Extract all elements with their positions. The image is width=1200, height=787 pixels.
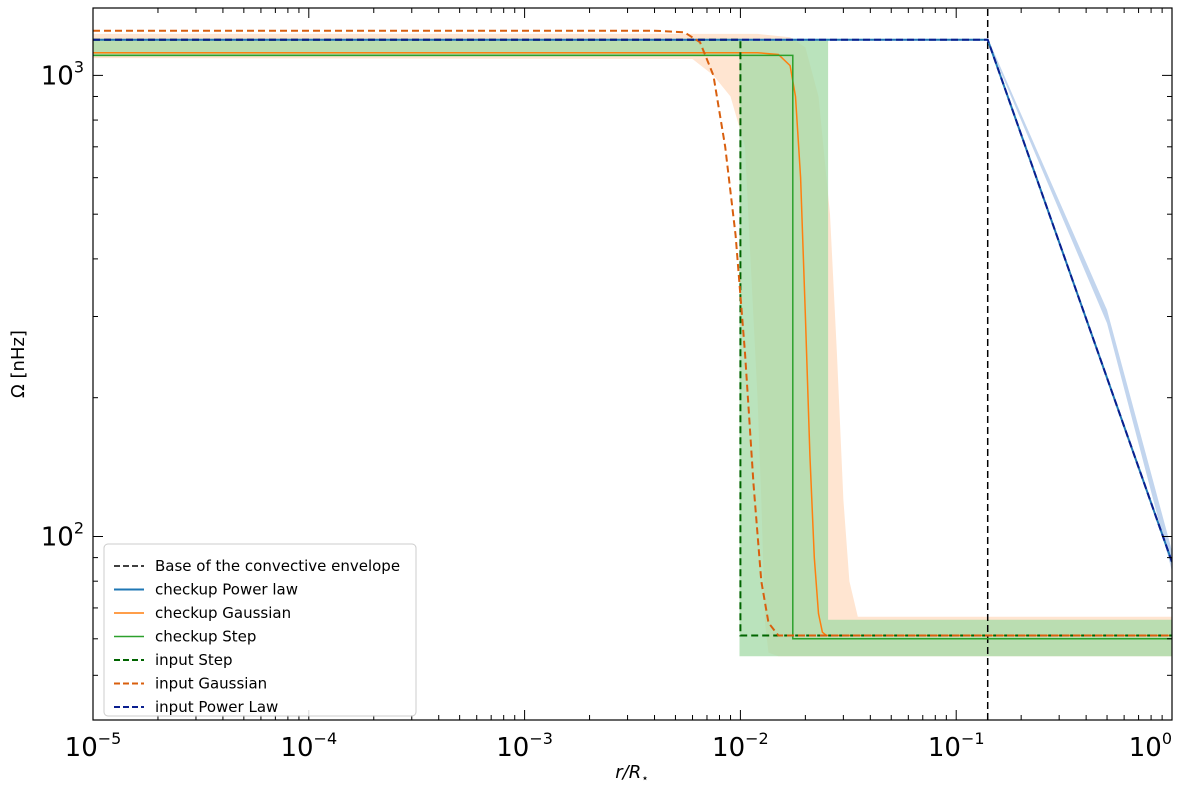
axis-ticks [92, 8, 1173, 721]
legend-label: input Power Law [155, 698, 278, 716]
legend-label: input Gaussian [155, 675, 267, 693]
x-tick-label: 10−2 [712, 729, 769, 763]
legend-label: checkup Power law [155, 581, 298, 599]
legend-box [103, 543, 417, 717]
legend-label: input Step [155, 651, 233, 669]
legend-label: Base of the convective envelope [155, 557, 400, 575]
series-line-5 [93, 29, 1172, 637]
y-tick-label: 103 [41, 57, 84, 91]
plot-frame [92, 7, 1173, 721]
y-axis-label: Ω [nHz] [8, 330, 29, 398]
y-tick-labels: 102 103 [41, 57, 84, 552]
x-tick-label: 10−3 [496, 729, 553, 763]
x-tick-labels: 10−5 10−4 10−3 10−2 10−1 100 [65, 729, 1172, 763]
x-axis-label: r/R⋆ [615, 762, 649, 785]
x-tick-label: 10−5 [65, 729, 122, 763]
x-tick-label: 10−4 [280, 729, 337, 763]
series-line-1 [93, 38, 1172, 563]
y-tick-label: 102 [41, 519, 84, 553]
x-tick-label: 100 [1129, 729, 1172, 763]
legend-label: checkup Gaussian [155, 604, 291, 622]
series-line-3 [93, 54, 1172, 640]
series-line-2 [93, 51, 1172, 637]
series-line-6 [93, 38, 1172, 563]
x-tick-label: 10−1 [928, 729, 985, 763]
legend-label: checkup Step [155, 628, 256, 646]
legend: Base of the convective envelope checkup P… [103, 543, 417, 717]
series-lines [93, 8, 1172, 720]
